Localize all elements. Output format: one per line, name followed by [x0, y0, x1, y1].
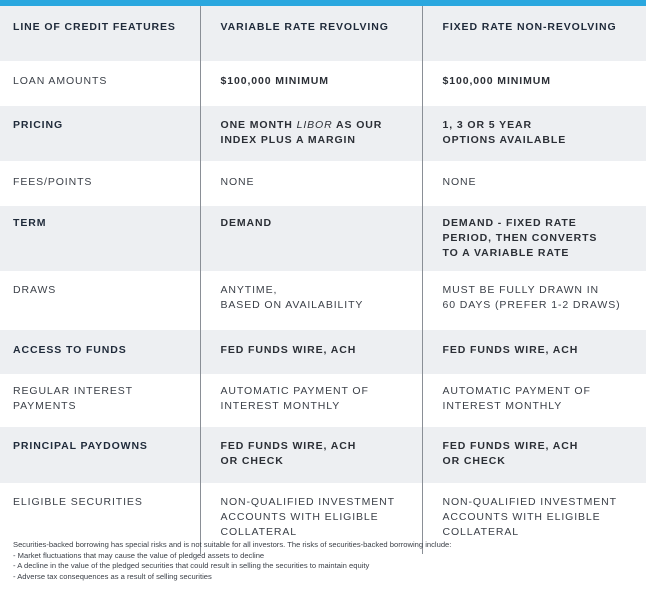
- row-label-line-2: PAYMENTS: [13, 400, 77, 412]
- footnote-item: - Adverse tax consequences as a result o…: [13, 571, 212, 581]
- header-features: LINE OF CREDIT FEATURES: [0, 6, 200, 61]
- row-label-text: LOAN AMOUNTS: [13, 75, 108, 87]
- fixed-cell: AUTOMATIC PAYMENT OF INTEREST MONTHLY: [421, 374, 646, 427]
- fixed-cell: NON-QUALIFIED INVESTMENT ACCOUNTS WITH E…: [421, 483, 646, 554]
- fixed-line-3: TO A VARIABLE RATE: [442, 247, 570, 259]
- variable-line-1: ONE MONTH LIBOR AS OUR: [221, 118, 412, 133]
- row-label: PRICING: [0, 106, 200, 161]
- row-label-text: PRICING: [13, 119, 64, 131]
- variable-line-2: ACCOUNTS WITH ELIGIBLE: [220, 511, 379, 523]
- fixed-line-2: PERIOD, THEN CONVERTS: [442, 232, 598, 244]
- variable-text: FED FUNDS WIRE, ACH: [220, 344, 357, 356]
- fixed-cell: FED FUNDS WIRE, ACH OR CHECK: [421, 427, 646, 483]
- fixed-cell: MUST BE FULLY DRAWN IN 60 DAYS (PREFER 1…: [421, 271, 646, 330]
- variable-cell: AUTOMATIC PAYMENT OF INTEREST MONTHLY: [199, 374, 422, 427]
- footnote-item: - A decline in the value of the pledged …: [13, 561, 370, 570]
- table-row: ELIGIBLE SECURITIES NON-QUALIFIED INVEST…: [0, 483, 646, 554]
- variable-text: $100,000 MINIMUM: [220, 75, 329, 87]
- variable-line-1: AUTOMATIC PAYMENT OF: [220, 385, 369, 397]
- footnote-item: - Market fluctuations that may cause the…: [13, 550, 265, 560]
- fixed-text: NONE: [442, 176, 477, 188]
- table-row: FEES/POINTS NONE NONE: [0, 161, 646, 206]
- fixed-line-3: COLLATERAL: [442, 526, 519, 538]
- variable-text: DEMAND: [220, 217, 272, 229]
- fixed-cell: DEMAND - FIXED RATE PERIOD, THEN CONVERT…: [421, 206, 646, 271]
- variable-cell: NONE: [199, 161, 422, 206]
- variable-line-2: BASED ON AVAILABILITY: [220, 299, 364, 311]
- row-label-text: PRINCIPAL PAYDOWNS: [13, 440, 148, 452]
- row-label: ELIGIBLE SECURITIES: [0, 483, 200, 554]
- variable-line-3: COLLATERAL: [220, 526, 297, 538]
- row-label: ACCESS TO FUNDS: [0, 330, 200, 374]
- fixed-line-1: 1, 3 OR 5 YEAR: [442, 119, 532, 131]
- row-label-text: TERM: [13, 217, 47, 229]
- variable-cell: FED FUNDS WIRE, ACH: [199, 330, 422, 374]
- variable-cell: NON-QUALIFIED INVESTMENT ACCOUNTS WITH E…: [199, 483, 422, 554]
- fixed-line-1: MUST BE FULLY DRAWN IN: [442, 284, 600, 296]
- variable-cell: ANYTIME, BASED ON AVAILABILITY: [199, 271, 422, 330]
- variable-line-2: INTEREST MONTHLY: [220, 400, 341, 412]
- table-row: TERM DEMAND DEMAND - FIXED RATE PERIOD, …: [0, 206, 646, 271]
- libor-term: LIBOR: [296, 119, 333, 131]
- variable-line-1: NON-QUALIFIED INVESTMENT: [220, 496, 395, 508]
- fixed-line-2: INTEREST MONTHLY: [442, 400, 563, 412]
- fixed-cell: 1, 3 OR 5 YEAR OPTIONS AVAILABLE: [421, 106, 646, 161]
- variable-line-1: ANYTIME,: [220, 284, 278, 296]
- variable-line-1: FED FUNDS WIRE, ACH: [220, 440, 357, 452]
- row-label-text: FEES/POINTS: [13, 176, 93, 188]
- fixed-line-1: AUTOMATIC PAYMENT OF: [442, 385, 591, 397]
- variable-text: NONE: [220, 176, 255, 188]
- variable-cell: DEMAND: [199, 206, 422, 271]
- row-label-text: DRAWS: [13, 284, 57, 296]
- variable-text: AS OUR: [332, 119, 383, 131]
- row-label: REGULAR INTEREST PAYMENTS: [0, 374, 200, 427]
- fixed-line-1: NON-QUALIFIED INVESTMENT: [442, 496, 617, 508]
- footnote-intro: Securities-backed borrowing has special …: [13, 540, 452, 549]
- fixed-line-1: FED FUNDS WIRE, ACH: [442, 440, 579, 452]
- fixed-cell: $100,000 MINIMUM: [421, 61, 646, 106]
- row-label: LOAN AMOUNTS: [0, 61, 200, 106]
- table-row: DRAWS ANYTIME, BASED ON AVAILABILITY MUS…: [0, 271, 646, 330]
- fixed-line-2: OR CHECK: [442, 455, 506, 467]
- row-label: TERM: [0, 206, 200, 271]
- table-row: PRICING ONE MONTH LIBOR AS OUR INDEX PLU…: [0, 106, 646, 161]
- header-variable-rate: VARIABLE RATE REVOLVING: [199, 6, 422, 61]
- row-label: PRINCIPAL PAYDOWNS: [0, 427, 200, 483]
- row-label-text: ELIGIBLE SECURITIES: [13, 496, 143, 508]
- features-table: LINE OF CREDIT FEATURES VARIABLE RATE RE…: [0, 6, 646, 554]
- fixed-line-2: ACCOUNTS WITH ELIGIBLE: [442, 511, 601, 523]
- risk-disclosure-footnote: Securities-backed borrowing has special …: [13, 540, 633, 582]
- row-label: DRAWS: [0, 271, 200, 330]
- table-row: LOAN AMOUNTS $100,000 MINIMUM $100,000 M…: [0, 61, 646, 106]
- header-fixed-rate: FIXED RATE NON-REVOLVING: [421, 6, 646, 61]
- variable-text: ONE MONTH: [220, 119, 297, 131]
- fixed-cell: NONE: [421, 161, 646, 206]
- variable-line-2: OR CHECK: [220, 455, 284, 467]
- table-row: PRINCIPAL PAYDOWNS FED FUNDS WIRE, ACH O…: [0, 427, 646, 483]
- fixed-text: FED FUNDS WIRE, ACH: [442, 344, 579, 356]
- fixed-line-2: OPTIONS AVAILABLE: [442, 134, 567, 146]
- table-row: ACCESS TO FUNDS FED FUNDS WIRE, ACH FED …: [0, 330, 646, 374]
- header-row: LINE OF CREDIT FEATURES VARIABLE RATE RE…: [0, 6, 646, 61]
- variable-cell: $100,000 MINIMUM: [199, 61, 422, 106]
- fixed-cell: FED FUNDS WIRE, ACH: [421, 330, 646, 374]
- variable-line-2: INDEX PLUS A MARGIN: [220, 134, 356, 146]
- variable-cell: ONE MONTH LIBOR AS OUR INDEX PLUS A MARG…: [199, 106, 422, 161]
- fixed-text: $100,000 MINIMUM: [442, 75, 551, 87]
- variable-cell: FED FUNDS WIRE, ACH OR CHECK: [199, 427, 422, 483]
- row-label-line-1: REGULAR INTEREST: [13, 385, 133, 397]
- row-label: FEES/POINTS: [0, 161, 200, 206]
- fixed-line-2: 60 DAYS (PREFER 1-2 DRAWS): [442, 299, 621, 311]
- accent-bar: [0, 0, 646, 6]
- table-row: REGULAR INTEREST PAYMENTS AUTOMATIC PAYM…: [0, 374, 646, 427]
- row-label-text: ACCESS TO FUNDS: [13, 344, 127, 356]
- fixed-line-1: DEMAND - FIXED RATE: [442, 217, 577, 229]
